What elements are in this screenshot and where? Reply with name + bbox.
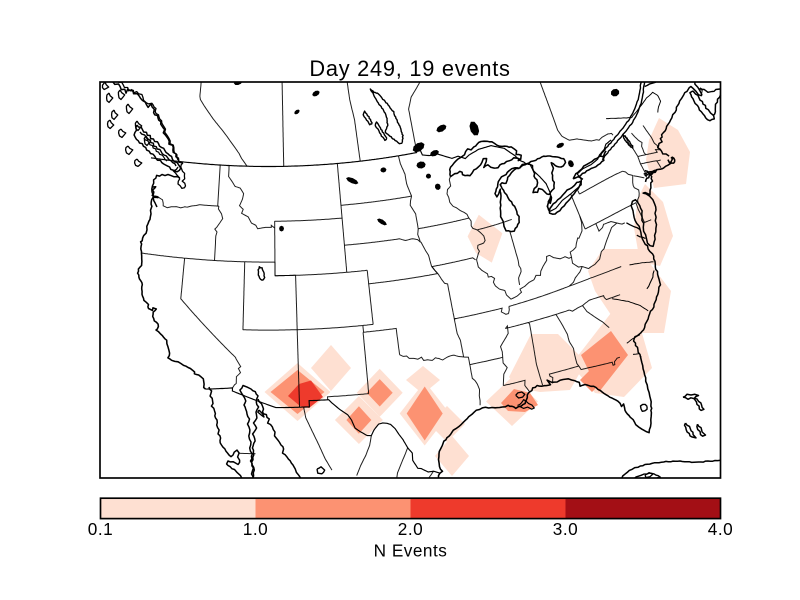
svg-text:0.1: 0.1	[88, 519, 113, 539]
svg-text:Day 249, 19 events: Day 249, 19 events	[309, 56, 510, 81]
svg-text:3.0: 3.0	[553, 519, 578, 539]
svg-text:2.0: 2.0	[398, 519, 423, 539]
svg-text:1.0: 1.0	[243, 519, 268, 539]
svg-text:N Events: N Events	[374, 541, 448, 561]
svg-text:4.0: 4.0	[708, 519, 733, 539]
